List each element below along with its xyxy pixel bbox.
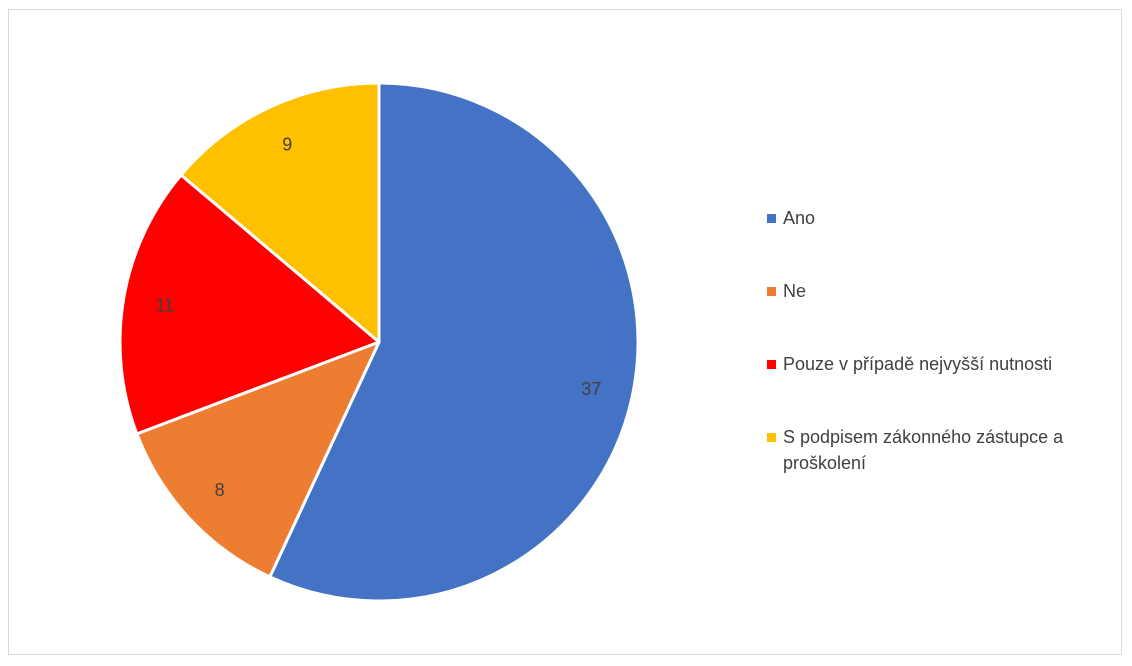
legend-item-s-podpisem: S podpisem zákonného zástupce a proškole… (767, 424, 1107, 476)
legend-swatch-s-podpisem (767, 433, 776, 442)
legend-label-ne: Ne (783, 281, 807, 301)
data-label-s-podpisem: 9 (282, 135, 292, 155)
pie-slice-s-podpisem (179, 81, 381, 344)
legend-item-ano: Ano (767, 205, 1107, 231)
data-label-ne: 8 (215, 480, 225, 500)
legend-label-pouze: Pouze v případě nejvyšší nutnosti (783, 354, 1053, 374)
data-label-pouze: 11 (155, 295, 174, 315)
legend-item-pouze: Pouze v případě nejvyšší nutnosti (767, 351, 1107, 377)
data-label-ano: 37 (581, 379, 601, 399)
legend: Ano Ne Pouze v případě nejvyšší nutnosti… (767, 205, 1107, 476)
legend-item-ne: Ne (767, 278, 1107, 304)
legend-label-ano: Ano (783, 208, 816, 228)
legend-swatch-ne (767, 287, 776, 296)
pie-slice-pouze (118, 173, 381, 436)
legend-swatch-ano (767, 214, 776, 223)
legend-label-s-podpisem: S podpisem zákonného zástupce a proškole… (783, 427, 1064, 473)
pie-slice-ano (268, 81, 640, 603)
pie-slice-ne (135, 340, 381, 579)
legend-swatch-pouze (767, 360, 776, 369)
